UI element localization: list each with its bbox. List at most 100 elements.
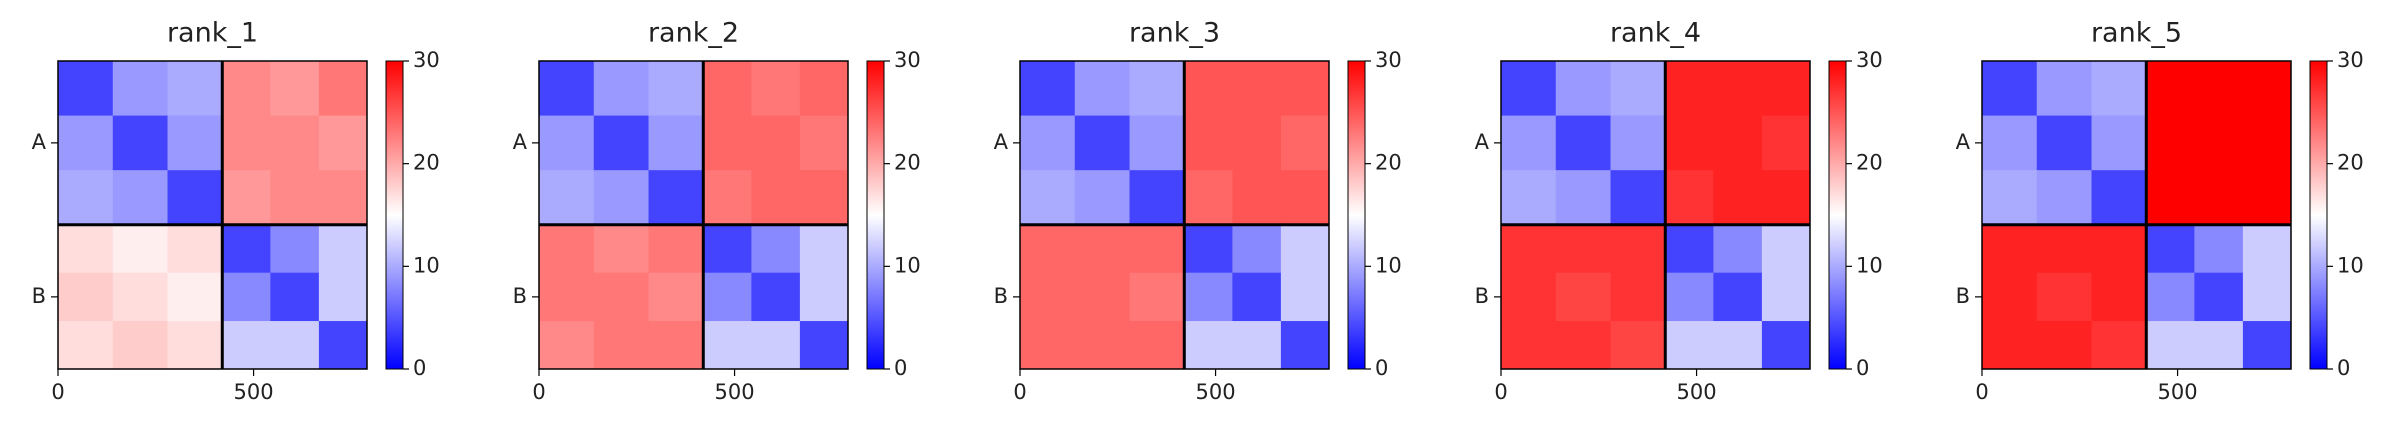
heat-cell (2194, 272, 2244, 322)
heat-cell (1501, 224, 1557, 274)
heat-cell (1501, 321, 1557, 370)
colorbar (1828, 60, 1847, 370)
plot-frame (1981, 60, 2292, 370)
x-tick-label: 0 (532, 380, 545, 404)
heat-cell (703, 321, 752, 370)
heat-cell (1713, 115, 1763, 171)
heat-cell (1982, 272, 2038, 322)
heat-cell (1020, 321, 1076, 370)
heat-cell (2036, 321, 2093, 370)
heat-cell (222, 321, 271, 370)
heat-cell (2091, 61, 2147, 117)
heat-cell (112, 170, 169, 226)
heat-cell (1555, 170, 1612, 226)
heat-cell (58, 61, 114, 117)
heat-cell (270, 61, 320, 117)
colorbar-tick-label: 0 (2337, 356, 2350, 380)
plot-frame (1500, 60, 1811, 370)
heat-cell (1129, 272, 1185, 322)
heat-cell (58, 224, 114, 274)
y-tick-label: A (1956, 130, 1971, 154)
heat-cell (2194, 321, 2244, 370)
heat-cell (1129, 61, 1185, 117)
heat-cell (1501, 115, 1557, 171)
heat-cell (2036, 272, 2093, 322)
heat-cell (270, 115, 320, 171)
heat-cell (1184, 115, 1233, 171)
heat-cell (1232, 224, 1282, 274)
heat-cell (1129, 224, 1185, 274)
heat-cell (270, 272, 320, 322)
heat-cell (270, 224, 320, 274)
heat-cell (1665, 115, 1714, 171)
heat-cell (2036, 170, 2093, 226)
heat-cell (1280, 321, 1330, 370)
x-tick-label: 0 (1975, 380, 1988, 404)
heat-cell (799, 321, 849, 370)
heat-cell (703, 170, 752, 226)
heat-cell (1074, 272, 1131, 322)
heat-cell (1074, 170, 1131, 226)
chart-title: rank_5 (2091, 18, 2182, 49)
heat-cell (2091, 170, 2147, 226)
heat-cell (1074, 61, 1131, 117)
heat-cell (593, 224, 650, 274)
plot-frame (57, 60, 368, 370)
y-tick-label: A (1475, 130, 1490, 154)
heat-cell (1713, 170, 1763, 226)
heat-cell (593, 272, 650, 322)
heat-cell (1020, 115, 1076, 171)
heat-cell (1982, 170, 2038, 226)
heat-cell (1184, 61, 1233, 117)
heat-cell (593, 61, 650, 117)
colorbar-tick-label: 30 (1375, 48, 1402, 72)
colorbar-tick-label: 10 (2337, 253, 2364, 277)
heat-cell (1982, 115, 2038, 171)
colorbar-tick-label: 0 (1856, 356, 1869, 380)
heat-cell (1761, 170, 1811, 226)
heat-cell (703, 61, 752, 117)
heat-cell (648, 321, 704, 370)
heat-cell (58, 115, 114, 171)
heat-cell (1020, 61, 1076, 117)
heat-cell (1129, 321, 1185, 370)
heat-cell (1232, 321, 1282, 370)
x-tick-label: 0 (1494, 380, 1507, 404)
colorbar (2309, 60, 2328, 370)
heat-cell (318, 224, 368, 274)
heat-cell (2091, 321, 2147, 370)
heat-cell (58, 170, 114, 226)
heat-cell (1665, 170, 1714, 226)
heat-cell (1129, 170, 1185, 226)
heat-cell (1020, 224, 1076, 274)
y-tick-label: B (1956, 284, 1970, 308)
heat-cell (112, 61, 169, 117)
heat-cell (1713, 272, 1763, 322)
heat-cell (1555, 115, 1612, 171)
heat-cell (1610, 272, 1666, 322)
y-tick-label: B (32, 284, 46, 308)
heat-cell (1982, 321, 2038, 370)
heat-cell (648, 224, 704, 274)
heat-cell (703, 115, 752, 171)
heat-cell (703, 272, 752, 322)
colorbar-tick-label: 30 (413, 48, 440, 72)
heat-cell (2036, 224, 2093, 274)
heat-cell (222, 272, 271, 322)
heat-cell (1280, 115, 1330, 171)
chart-title: rank_4 (1610, 18, 1701, 49)
heat-cell (58, 272, 114, 322)
heat-cell (1761, 224, 1811, 274)
heat-cell (222, 61, 271, 117)
heat-cell (1074, 321, 1131, 370)
heat-cell (1665, 224, 1714, 274)
heat-cell (222, 224, 271, 274)
colorbar-tick-label: 30 (894, 48, 921, 72)
heat-cell (593, 321, 650, 370)
heat-cell (1713, 224, 1763, 274)
heat-cell (539, 170, 595, 226)
heat-cell (799, 224, 849, 274)
heat-cell (1020, 170, 1076, 226)
heat-cell (751, 224, 801, 274)
heat-cell (1761, 115, 1811, 171)
